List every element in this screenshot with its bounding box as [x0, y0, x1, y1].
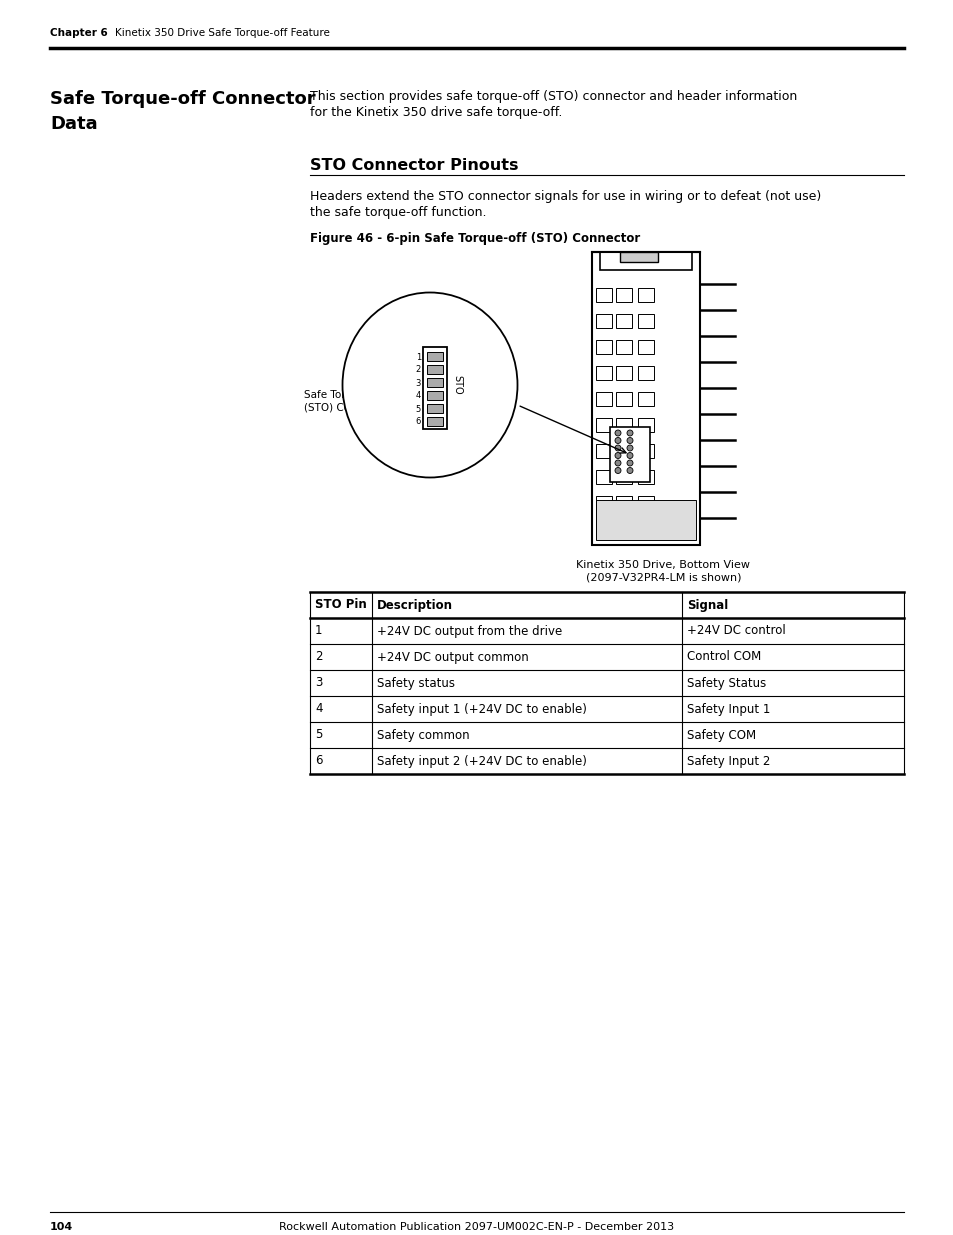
Text: 5: 5 — [416, 405, 420, 414]
Bar — [609, 427, 649, 482]
Bar — [596, 500, 696, 540]
Text: +24V DC output from the drive: +24V DC output from the drive — [376, 625, 561, 637]
Bar — [427, 417, 442, 426]
Text: Safety common: Safety common — [376, 729, 469, 741]
Bar — [596, 417, 612, 432]
Bar — [616, 471, 631, 484]
Text: Safety Input 2: Safety Input 2 — [686, 755, 770, 767]
Bar — [596, 288, 612, 303]
Bar — [596, 340, 612, 354]
Bar — [596, 496, 612, 510]
Text: This section provides safe torque-off (STO) connector and header information: This section provides safe torque-off (S… — [310, 90, 797, 103]
Text: STO Pin: STO Pin — [314, 599, 366, 611]
Text: STO Connector Pinouts: STO Connector Pinouts — [310, 158, 518, 173]
Text: Safe Torque-off Connector: Safe Torque-off Connector — [50, 90, 315, 107]
Circle shape — [615, 430, 620, 436]
Bar — [638, 417, 654, 432]
Bar — [616, 366, 631, 380]
Text: (2097-V32PR4-LM is shown): (2097-V32PR4-LM is shown) — [585, 573, 740, 583]
Text: Safety Status: Safety Status — [686, 677, 765, 689]
Text: Safety status: Safety status — [376, 677, 455, 689]
Circle shape — [615, 452, 620, 458]
Bar — [427, 404, 442, 412]
Bar — [427, 366, 442, 374]
Text: 2: 2 — [416, 366, 420, 374]
Bar — [592, 252, 700, 545]
Text: 3: 3 — [416, 378, 420, 388]
Text: 6: 6 — [416, 417, 420, 426]
Bar — [616, 417, 631, 432]
Text: Headers extend the STO connector signals for use in wiring or to defeat (not use: Headers extend the STO connector signals… — [310, 190, 821, 203]
Bar — [427, 378, 442, 387]
Text: Figure 46 - 6-pin Safe Torque-off (STO) Connector: Figure 46 - 6-pin Safe Torque-off (STO) … — [310, 232, 639, 245]
Text: the safe torque-off function.: the safe torque-off function. — [310, 206, 486, 219]
Text: 2: 2 — [314, 651, 322, 663]
Text: 4: 4 — [314, 703, 322, 715]
Circle shape — [626, 468, 633, 473]
Circle shape — [615, 445, 620, 451]
Bar — [616, 288, 631, 303]
Bar — [638, 445, 654, 458]
Bar — [638, 288, 654, 303]
Text: 5: 5 — [314, 729, 322, 741]
Circle shape — [615, 437, 620, 443]
Text: +24V DC control: +24V DC control — [686, 625, 785, 637]
Text: 6: 6 — [314, 755, 322, 767]
Text: 104: 104 — [50, 1221, 73, 1233]
Ellipse shape — [342, 293, 517, 478]
Text: 3: 3 — [314, 677, 322, 689]
Bar — [427, 352, 442, 361]
Circle shape — [615, 459, 620, 466]
Bar — [596, 445, 612, 458]
Bar — [616, 340, 631, 354]
Text: STO: STO — [452, 375, 461, 395]
Text: Data: Data — [50, 115, 97, 133]
Bar — [638, 340, 654, 354]
Text: Rockwell Automation Publication 2097-UM002C-EN-P - December 2013: Rockwell Automation Publication 2097-UM0… — [279, 1221, 674, 1233]
Circle shape — [626, 452, 633, 458]
Bar — [422, 347, 447, 429]
Text: 1: 1 — [314, 625, 322, 637]
Bar — [616, 314, 631, 329]
Text: Safety Input 1: Safety Input 1 — [686, 703, 770, 715]
Bar — [596, 314, 612, 329]
Text: Safe Torque-off: Safe Torque-off — [304, 390, 382, 400]
Text: Description: Description — [376, 599, 453, 611]
Circle shape — [615, 468, 620, 473]
Bar — [427, 391, 442, 400]
Text: 4: 4 — [416, 391, 420, 400]
Bar — [599, 252, 691, 270]
Bar — [638, 496, 654, 510]
Circle shape — [626, 437, 633, 443]
Text: Safety input 2 (+24V DC to enable): Safety input 2 (+24V DC to enable) — [376, 755, 586, 767]
Circle shape — [626, 445, 633, 451]
Text: Chapter 6: Chapter 6 — [50, 28, 108, 38]
Bar — [596, 391, 612, 406]
Text: Control COM: Control COM — [686, 651, 760, 663]
Text: Safety input 1 (+24V DC to enable): Safety input 1 (+24V DC to enable) — [376, 703, 586, 715]
Bar — [638, 366, 654, 380]
Bar — [596, 471, 612, 484]
Circle shape — [626, 459, 633, 466]
Bar — [638, 471, 654, 484]
Text: Signal: Signal — [686, 599, 727, 611]
Bar — [638, 391, 654, 406]
Text: Kinetix 350 Drive, Bottom View: Kinetix 350 Drive, Bottom View — [576, 559, 750, 571]
Text: 1: 1 — [416, 352, 420, 362]
Text: Safety COM: Safety COM — [686, 729, 756, 741]
Bar — [596, 366, 612, 380]
Bar — [619, 252, 658, 262]
Bar — [616, 391, 631, 406]
Text: (STO) Connector: (STO) Connector — [304, 403, 390, 412]
Text: +24V DC output common: +24V DC output common — [376, 651, 528, 663]
Bar — [616, 496, 631, 510]
Text: Kinetix 350 Drive Safe Torque-off Feature: Kinetix 350 Drive Safe Torque-off Featur… — [115, 28, 330, 38]
Text: for the Kinetix 350 drive safe torque-off.: for the Kinetix 350 drive safe torque-of… — [310, 106, 561, 119]
Circle shape — [626, 430, 633, 436]
Bar — [638, 314, 654, 329]
Bar — [616, 445, 631, 458]
